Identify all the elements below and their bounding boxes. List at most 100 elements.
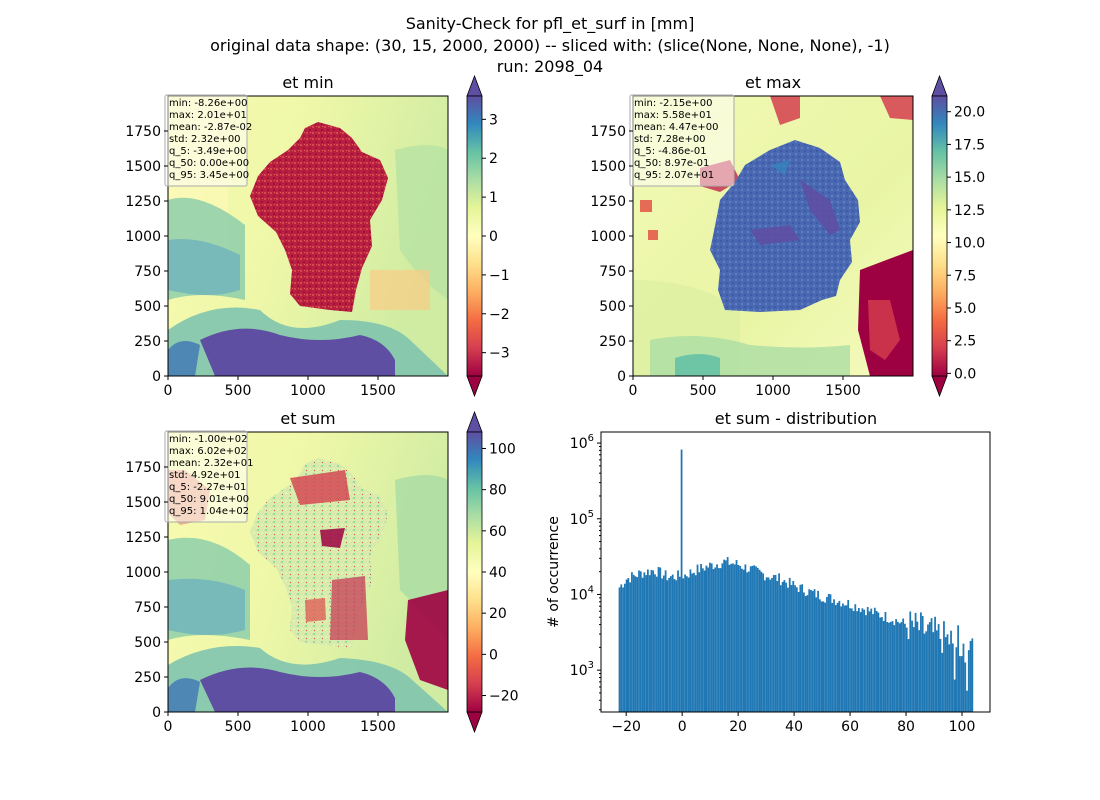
colorbar-tick-label: −2 [489, 307, 510, 323]
histogram-bar [765, 577, 768, 712]
colorbar-tick-label: 40 [489, 565, 507, 581]
y-tick-label: 500 [134, 635, 161, 651]
histogram-bar [886, 621, 889, 712]
colorbar-tick-label: 1 [489, 190, 498, 206]
histogram-bar [920, 612, 922, 712]
stats-line: q_5: -4.86e-01 [634, 146, 707, 157]
histogram-bar [641, 577, 644, 712]
histogram-bar [726, 557, 729, 712]
histogram-bar [749, 566, 752, 712]
x-tick-label: 100 [949, 719, 976, 735]
histogram-bar [737, 564, 740, 712]
x-tick-label: 0 [629, 383, 638, 399]
histogram-bar [842, 603, 844, 712]
histogram-bar [716, 564, 718, 712]
histogram-bar [813, 589, 816, 712]
x-tick-label: 1000 [290, 383, 326, 399]
panel-et-sum: et sum min: -1.00e+02 max: 6.02e+02 mean… [125, 409, 518, 735]
histogram-bar [643, 572, 646, 712]
histogram-bar [790, 585, 793, 712]
histogram-bar [625, 579, 628, 712]
histogram-bar [803, 592, 805, 712]
histogram-bar [951, 643, 954, 712]
histogram-bar [888, 622, 890, 712]
x-tick-label: 0 [164, 383, 173, 399]
colorbar-tick-label: 100 [489, 441, 516, 457]
histogram-bar [717, 568, 720, 712]
histogram-bar [902, 618, 905, 712]
colorbar: −3 −2 −1 0 1 2 3 [466, 74, 510, 398]
histogram-bar [623, 583, 626, 712]
histogram-bar [639, 571, 642, 712]
colorbar-tick-label: 0 [489, 647, 498, 663]
colorbar: 0.0 2.5 5.0 7.5 10.0 12.5 15.0 17.5 20.0 [931, 74, 985, 398]
histogram-bar [804, 595, 807, 712]
histogram-bar [735, 560, 738, 712]
histogram-bar [847, 599, 850, 712]
y-tick-label: 1250 [125, 530, 161, 546]
histogram-bar [957, 625, 960, 712]
stats-line: min: -2.15e+00 [634, 98, 713, 109]
histogram-bar [709, 562, 711, 712]
histogram-bar [659, 567, 662, 712]
stats-box: min: -8.26e+00 max: 2.01e+01 mean: -2.87… [164, 94, 252, 187]
histogram-bar [810, 589, 812, 712]
histogram-bar [657, 567, 660, 712]
histogram-bar [889, 621, 892, 712]
histogram-bar [756, 567, 759, 712]
colorbar-gradient [466, 431, 483, 713]
y-tick-label: 103 [570, 660, 594, 679]
histogram-bar [677, 570, 679, 712]
histogram-bar [732, 563, 734, 712]
histogram-bar [631, 572, 633, 712]
x-tick-label: 1500 [360, 383, 396, 399]
stats-line: std: 7.28e+00 [634, 134, 706, 145]
x-tick-label: 0 [164, 719, 173, 735]
stats-line: min: -1.00e+02 [169, 434, 248, 445]
histogram-bar [944, 637, 947, 712]
colorbar-extend-bottom [466, 711, 483, 734]
histogram-bar [822, 601, 825, 712]
suptitle-line-1: Sanity-Check for pfl_et_surf in [mm] [406, 14, 695, 34]
histogram-bar [923, 633, 926, 712]
histogram-bar [925, 631, 928, 712]
histogram-bar [712, 569, 715, 712]
axis-ticks: 0 500 1000 1500 0 250 500 750 1000 1250 1500 1750 [590, 124, 860, 399]
x-tick-label: −20 [611, 719, 641, 735]
colorbar-tick-label: 20.0 [954, 105, 985, 121]
histogram-bar [829, 594, 832, 712]
colorbar-tick-label: 5.0 [954, 301, 976, 317]
histogram-bar [870, 608, 873, 712]
histogram-bar [634, 576, 637, 712]
histogram-bar [646, 569, 649, 712]
histogram-bar [620, 584, 623, 712]
histogram-bar [650, 569, 653, 712]
histogram-bar [896, 621, 899, 712]
histogram-bar [714, 567, 717, 712]
y-tick-label: 1500 [590, 159, 626, 175]
histogram-bar [895, 619, 897, 712]
histogram-bar [893, 625, 896, 712]
histogram-bar [909, 611, 912, 712]
histogram-bar [703, 570, 706, 712]
histogram-bar [801, 584, 804, 712]
histogram-bar [872, 614, 874, 712]
suptitle: Sanity-Check for pfl_et_surf in [mm] ori… [210, 14, 890, 77]
colorbar-tick-label: 10.0 [954, 236, 985, 252]
y-tick-label: 250 [599, 334, 626, 350]
histogram-bar [932, 632, 935, 712]
colorbar-tick-label: 2.5 [954, 334, 976, 350]
histogram-bar [760, 571, 763, 712]
x-tick-label: 40 [785, 719, 803, 735]
histogram-bar [827, 593, 830, 712]
histogram-bar [661, 578, 663, 712]
histogram-bar [854, 604, 857, 712]
histogram-bar [865, 615, 867, 712]
panel-et-sum-distribution: et sum - distribution −20 0 20 40 60 80 100 103… [546, 409, 991, 735]
histogram-bar [856, 611, 858, 712]
histogram-bar [794, 585, 796, 712]
x-tick-label: 60 [841, 719, 859, 735]
histogram-bar [836, 602, 839, 712]
histogram-bar [755, 566, 757, 712]
histogram-bar [861, 608, 864, 712]
